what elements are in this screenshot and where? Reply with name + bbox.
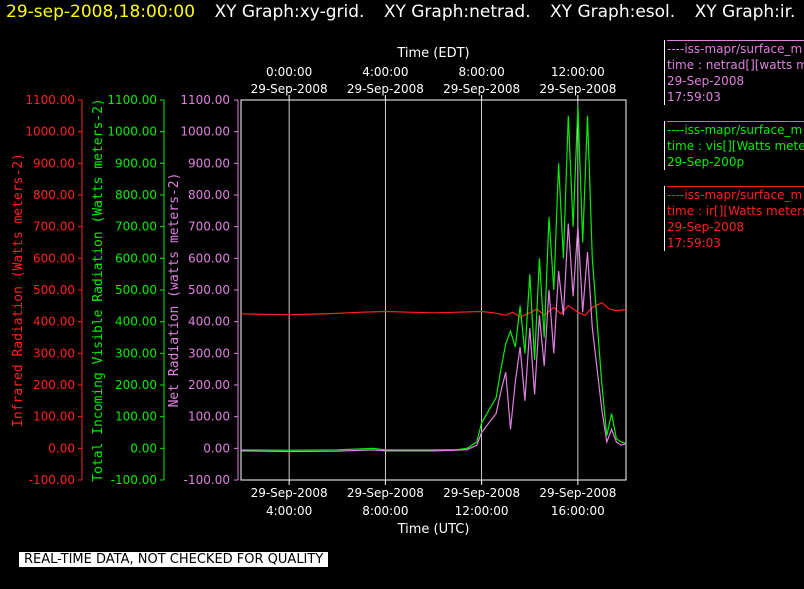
top-tick-label-date: 29-Sep-2008 (539, 82, 616, 96)
x-tick-label-date: 29-Sep-2008 (347, 486, 424, 500)
legend-ir-line4: 17:59:03 (667, 236, 721, 250)
legend-ir-line3: 29-Sep-2008 (667, 220, 745, 234)
y-tick-label: 1100.00 (25, 93, 75, 107)
y-tick-label: 1100.00 (107, 93, 157, 107)
y-tick-label: 1000.00 (107, 125, 157, 139)
y-tick-label: 400.00 (33, 315, 75, 329)
y-tick-label: 300.00 (188, 346, 230, 360)
series-line-vis (240, 106, 627, 451)
x-tick-label-time: 12:00:00 (455, 504, 509, 518)
legend-ir-line1: ----iss-mapr/surface_m (667, 186, 804, 202)
legend-ir-line2: time : ir[][Watts meters (667, 204, 804, 218)
x-tick-label-time: 4:00:00 (266, 504, 312, 518)
series-line-ir (240, 301, 627, 318)
legend-entry-vis[interactable]: ----iss-mapr/surface_m time : vis[][Watt… (664, 121, 804, 170)
y-tick-label: 700.00 (188, 220, 230, 234)
y-axis-title-1: Total Incoming Visible Radiation (Watts … (91, 98, 106, 482)
y-tick-label: 700.00 (33, 220, 75, 234)
y-tick-label: 100.00 (33, 410, 75, 424)
legend: ----iss-mapr/surface_m time : netrad[][w… (664, 40, 804, 267)
x-tick-label-date: 29-Sep-2008 (251, 486, 328, 500)
legend-netrad-line3: 29-Sep-2008 (667, 74, 745, 88)
y-tick-label: 200.00 (115, 378, 157, 392)
title-timestamp: 29-sep-2008,18:00:00 (6, 2, 196, 22)
legend-netrad-line1: ----iss-mapr/surface_m (667, 40, 804, 56)
y-tick-label: 100.00 (115, 410, 157, 424)
y-tick-label: 100.00 (188, 410, 230, 424)
y-tick-label: 900.00 (115, 156, 157, 170)
y-tick-label: 400.00 (188, 315, 230, 329)
top-axis-title: Time (EDT) (396, 46, 469, 61)
y-axis-title-0: Infrared Radiation (Watts meters-2) (11, 153, 26, 427)
y-tick-label: 800.00 (33, 188, 75, 202)
y-tick-label: 0.00 (48, 441, 75, 455)
legend-vis-line3: 29-Sep-200p (667, 155, 745, 169)
y-tick-label: 300.00 (33, 346, 75, 360)
y-tick-label: 200.00 (33, 378, 75, 392)
legend-vis-line1: ----iss-mapr/surface_m (667, 121, 804, 137)
legend-netrad-line2: time : netrad[][watts m (667, 58, 804, 72)
legend-vis-line2: time : vis[][Watts mete (667, 139, 804, 153)
legend-netrad-line4: 17:59:03 (667, 90, 721, 104)
y-tick-label: 700.00 (115, 220, 157, 234)
y-tick-label: 400.00 (115, 315, 157, 329)
graph-name-netrad[interactable]: XY Graph:netrad. (383, 2, 531, 22)
y-tick-label: 800.00 (115, 188, 157, 202)
y-tick-label: 900.00 (33, 156, 75, 170)
y-tick-label: 300.00 (115, 346, 157, 360)
y-tick-label: 600.00 (188, 251, 230, 265)
y-tick-label: 0.00 (130, 441, 157, 455)
y-tick-label: 0.00 (203, 441, 230, 455)
y-tick-label: 600.00 (33, 251, 75, 265)
top-tick-label-time: 8:00:00 (458, 65, 504, 79)
graph-name-xy-grid[interactable]: XY Graph:xy-grid. (214, 2, 365, 22)
quality-note: REAL-TIME DATA, NOT CHECKED FOR QUALITY (19, 552, 329, 567)
y-tick-label: 1000.00 (25, 125, 75, 139)
y-tick-label: 600.00 (115, 251, 157, 265)
y-tick-label: -100.00 (184, 473, 230, 487)
top-tick-label-time: 0:00:00 (266, 65, 312, 79)
top-tick-label-time: 4:00:00 (362, 65, 408, 79)
top-tick-label-time: 12:00:00 (551, 65, 605, 79)
y-tick-label: 500.00 (115, 283, 157, 297)
plot-frame (240, 99, 627, 481)
x-tick-label-date: 29-Sep-2008 (539, 486, 616, 500)
x-axis-title: Time (UTC) (397, 522, 470, 537)
graph-name-esol[interactable]: XY Graph:esol. (550, 2, 676, 22)
x-tick-label-date: 29-Sep-2008 (443, 486, 520, 500)
y-tick-label: 500.00 (188, 283, 230, 297)
y-tick-label: 900.00 (188, 156, 230, 170)
top-tick-label-date: 29-Sep-2008 (443, 82, 520, 96)
y-tick-label: 1000.00 (180, 125, 230, 139)
top-tick-label-date: 29-Sep-2008 (347, 82, 424, 96)
top-tick-label-date: 29-Sep-2008 (251, 82, 328, 96)
y-tick-label: -100.00 (29, 473, 75, 487)
legend-entry-netrad[interactable]: ----iss-mapr/surface_m time : netrad[][w… (664, 40, 804, 105)
x-tick-label-time: 8:00:00 (362, 504, 408, 518)
legend-entry-ir[interactable]: ----iss-mapr/surface_m time : ir[][Watts… (664, 186, 804, 251)
title-bar: 29-sep-2008,18:00:00 XY Graph:xy-grid. X… (6, 2, 795, 22)
graph-name-ir[interactable]: XY Graph:ir. (694, 2, 796, 22)
y-tick-label: 1100.00 (180, 93, 230, 107)
x-tick-label-time: 16:00:00 (551, 504, 605, 518)
y-tick-label: 800.00 (188, 188, 230, 202)
y-tick-label: -100.00 (111, 473, 157, 487)
y-tick-label: 200.00 (188, 378, 230, 392)
series-line-netrad (240, 223, 627, 453)
y-tick-label: 500.00 (33, 283, 75, 297)
y-axis-title-2: Net Radiation (watts meters-2) (167, 173, 182, 408)
